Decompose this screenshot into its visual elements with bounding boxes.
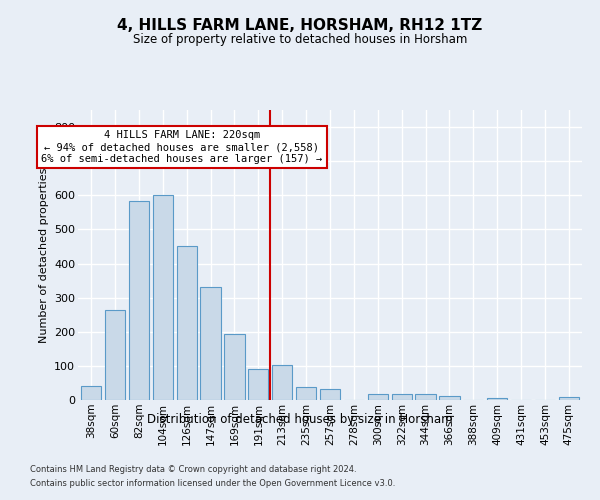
Bar [224, 334, 245, 400]
Text: 4, HILLS FARM LANE, HORSHAM, RH12 1TZ: 4, HILLS FARM LANE, HORSHAM, RH12 1TZ [118, 18, 482, 32]
Y-axis label: Number of detached properties: Number of detached properties [38, 168, 49, 342]
Bar [200, 288, 221, 400]
Text: Contains public sector information licensed under the Open Government Licence v3: Contains public sector information licen… [30, 479, 395, 488]
Bar [152, 196, 173, 400]
Bar [296, 387, 316, 400]
Bar [129, 201, 149, 400]
Bar [81, 386, 101, 400]
Bar [248, 370, 268, 400]
Bar [176, 246, 197, 400]
Bar [320, 388, 340, 400]
Bar [487, 398, 508, 400]
Text: Size of property relative to detached houses in Horsham: Size of property relative to detached ho… [133, 32, 467, 46]
Bar [439, 396, 460, 400]
Text: 4 HILLS FARM LANE: 220sqm
← 94% of detached houses are smaller (2,558)
6% of sem: 4 HILLS FARM LANE: 220sqm ← 94% of detac… [41, 130, 323, 164]
Bar [368, 394, 388, 400]
Bar [392, 394, 412, 400]
Bar [272, 365, 292, 400]
Bar [415, 394, 436, 400]
Bar [559, 398, 579, 400]
Text: Distribution of detached houses by size in Horsham: Distribution of detached houses by size … [147, 412, 453, 426]
Bar [105, 310, 125, 400]
Text: Contains HM Land Registry data © Crown copyright and database right 2024.: Contains HM Land Registry data © Crown c… [30, 466, 356, 474]
